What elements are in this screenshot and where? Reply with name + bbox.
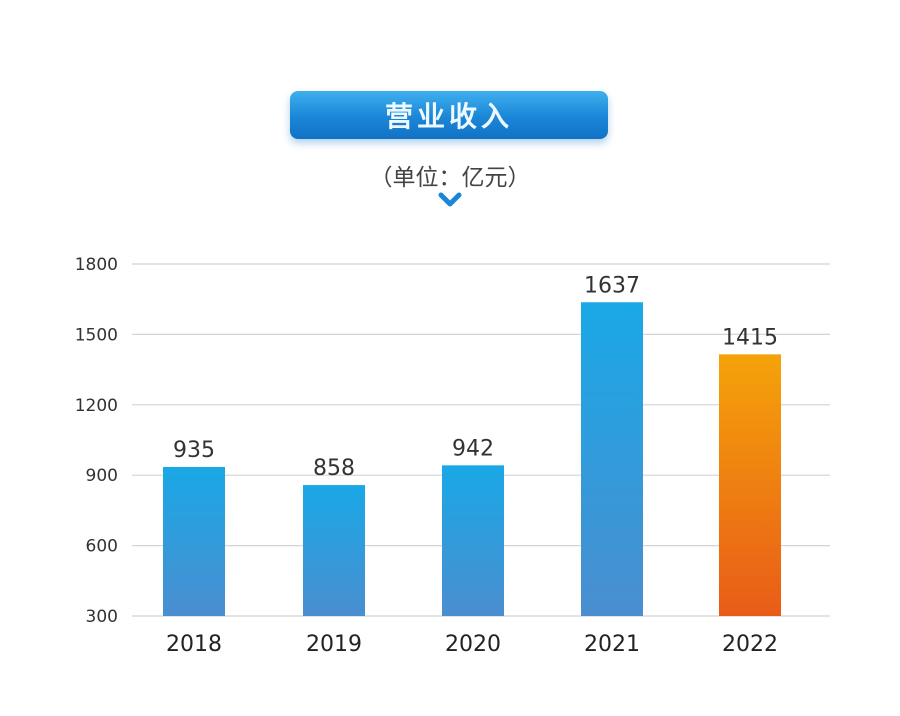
y-tick-label: 1200 bbox=[75, 396, 118, 416]
data-label: 935 bbox=[173, 438, 215, 463]
y-tick-label: 300 bbox=[86, 607, 118, 627]
data-label: 858 bbox=[313, 456, 355, 481]
chevron-down-icon bbox=[438, 192, 462, 207]
data-label: 942 bbox=[452, 436, 494, 461]
x-tick-label: 2018 bbox=[166, 632, 222, 657]
x-tick-label: 2021 bbox=[584, 632, 640, 657]
bar-2022 bbox=[719, 354, 781, 616]
x-tick-label: 2022 bbox=[722, 632, 778, 657]
y-tick-label: 1500 bbox=[75, 325, 118, 345]
title-banner: 营业收入 bbox=[290, 91, 608, 139]
y-tick-label: 900 bbox=[86, 466, 118, 486]
bar-2018 bbox=[163, 466, 225, 616]
chart-title: 营业收入 bbox=[384, 100, 513, 133]
data-label: 1637 bbox=[584, 273, 640, 298]
chart-subtitle: （单位：亿元） bbox=[369, 165, 531, 191]
bar-2021 bbox=[581, 302, 643, 616]
x-tick-label: 2020 bbox=[445, 632, 501, 657]
bar-2019 bbox=[303, 485, 365, 616]
data-label: 1415 bbox=[722, 325, 778, 350]
y-tick-label: 1800 bbox=[75, 255, 118, 275]
y-tick-label: 600 bbox=[86, 537, 118, 557]
x-tick-label: 2019 bbox=[306, 632, 362, 657]
bar-2020 bbox=[442, 465, 504, 616]
